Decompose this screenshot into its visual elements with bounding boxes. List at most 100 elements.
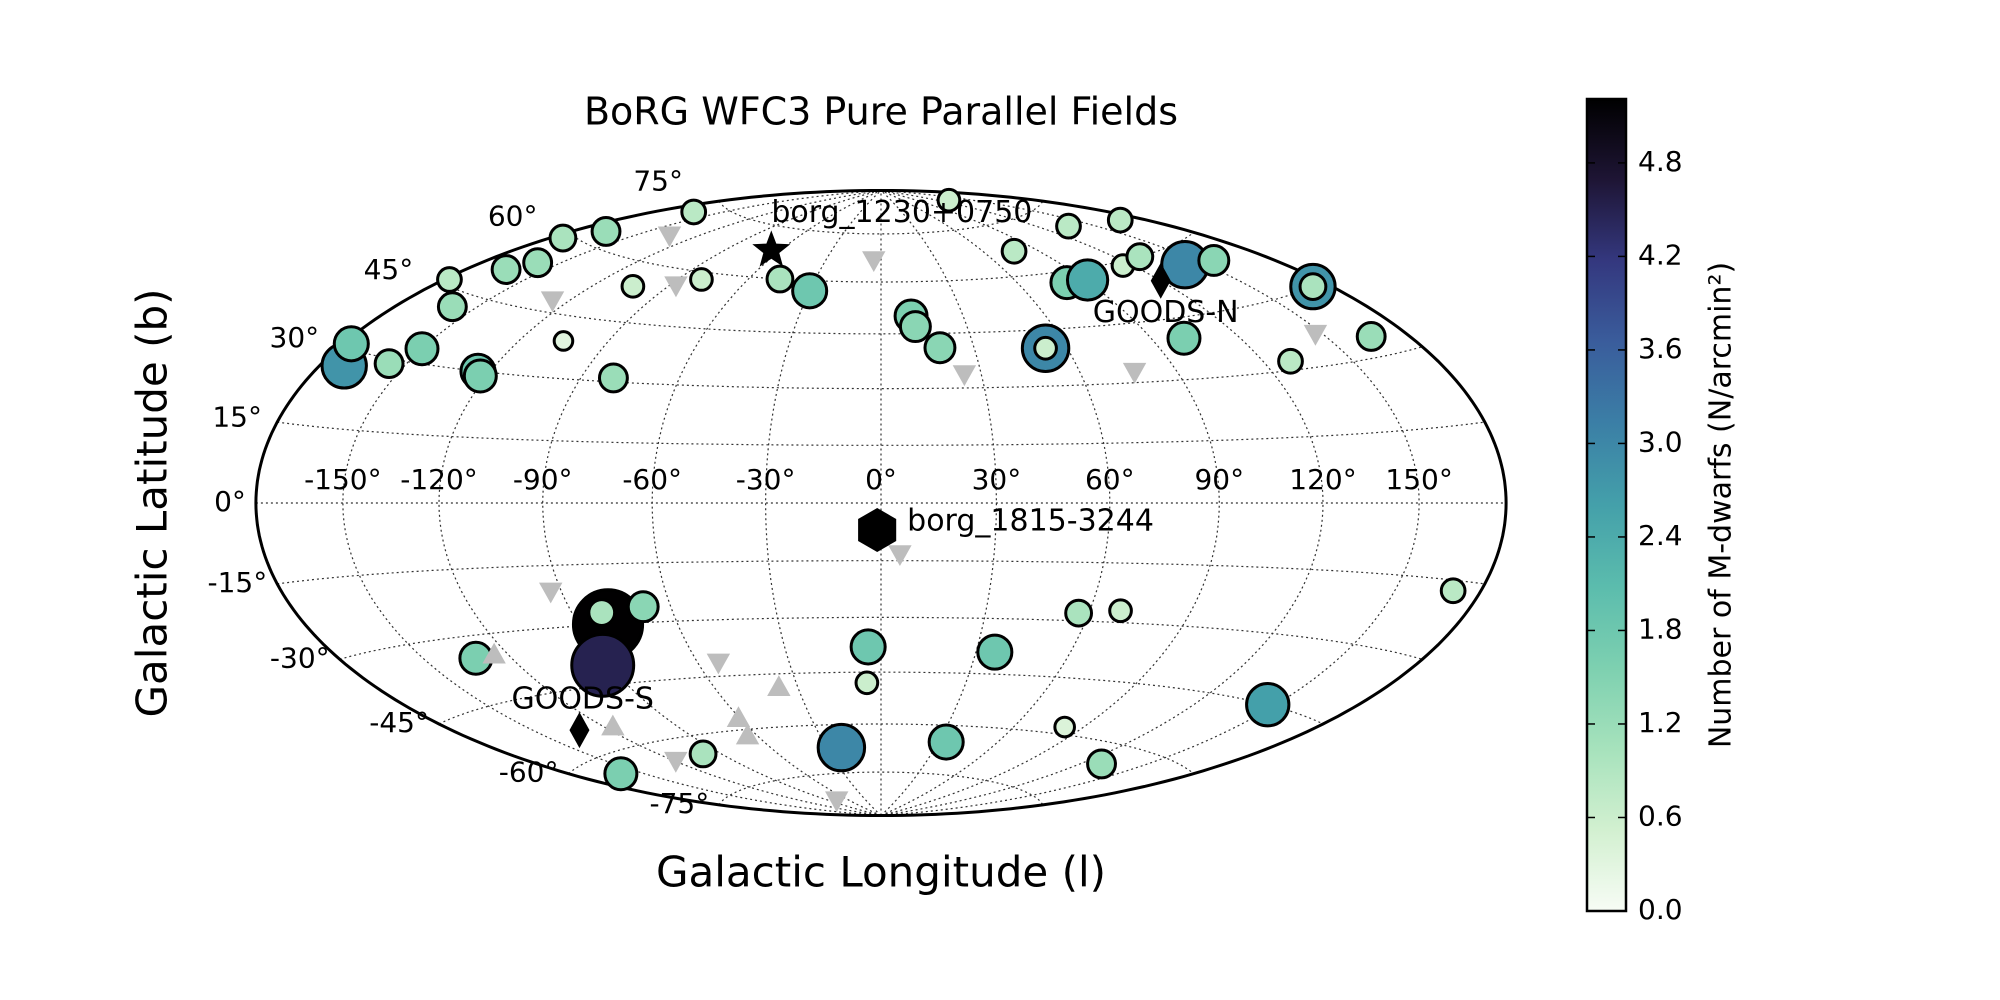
y-tick-label: 45° [364,253,414,286]
gray-triangle [664,751,688,773]
field-point [1108,598,1133,624]
colorbar-label: Number of M-dwarfs (N/arcmin²) [1704,262,1739,748]
gray-triangle [601,714,625,736]
colorbar-tick-label: 1.2 [1638,706,1683,739]
field-point [404,331,440,367]
field-point [462,358,498,394]
gray-triangle [706,653,731,675]
field-point [490,254,522,285]
field-point [791,272,829,310]
colorbar-tick-label: 4.2 [1638,238,1683,271]
annotation-label: GOODS-S [511,682,654,717]
x-tick-label: 0° [865,463,897,496]
field-point [1277,347,1304,375]
field-point [332,325,370,363]
gray-triangle [1303,324,1328,346]
map-boundary [254,189,1508,817]
grid-line [880,189,1111,817]
x-tick-label: -60° [622,463,682,496]
field-point [1355,321,1387,352]
field-point [923,331,957,365]
field-point [436,266,463,293]
field-point [1298,272,1328,302]
x-tick-label: 120° [1289,463,1356,496]
field-point [1053,715,1076,739]
field-point [936,187,962,213]
x-tick-label: -120° [400,463,478,496]
grid-line [880,189,1420,817]
grid-line [339,346,1423,390]
field-point [436,291,468,323]
field-point [1033,335,1058,361]
field-point [626,590,660,624]
field-point [1106,206,1134,234]
field-point [765,264,795,294]
field-point [1086,748,1117,780]
field-point [587,598,617,627]
colorbar [1585,97,1628,913]
y-tick-label: -15° [207,566,267,599]
field-point [548,223,578,253]
gray-triangle [539,582,563,604]
field-point [688,739,718,769]
y-tick-label: 75° [633,164,683,197]
y-tick-label: 0° [214,485,246,518]
colorbar-tick-label: 3.0 [1638,425,1683,458]
y-tick-label: -45° [369,706,429,739]
x-tick-label: 60° [1085,463,1135,496]
field-point [1000,237,1028,265]
y-axis-label: Galactic Latitude (b) [128,288,177,717]
field-point [620,273,646,299]
colorbar-tick-label: 4.8 [1638,145,1683,178]
field-point [522,247,554,279]
gray-triangle [540,291,565,313]
gray-triangle [825,791,849,813]
colorbar-tick-label: 2.4 [1638,519,1683,552]
x-tick-label: -30° [736,463,796,496]
gray-triangle [657,226,682,248]
gray-triangle [862,251,886,273]
field-point [1065,258,1110,302]
field-point [680,198,708,226]
field-point [1055,212,1082,240]
colorbar-tick-label: 3.6 [1638,332,1683,365]
annotation-label: GOODS-N [1093,295,1239,330]
grid-line [342,189,882,817]
annotation-label: borg_1815-3244 [907,503,1154,538]
field-point [597,362,629,394]
annotation-label: borg_1230+0750 [771,195,1032,230]
colorbar-tick-label: 0.0 [1638,893,1683,926]
gray-triangle [952,365,977,387]
y-tick-label: 15° [212,400,262,433]
grid-line [718,200,1044,235]
gray-triangle [1122,362,1147,384]
annotation-marker [569,712,590,749]
field-point [1064,598,1094,628]
x-tick-label: -150° [304,463,382,496]
chart-title: BoRG WFC3 Pure Parallel Fields [584,90,1178,134]
gray-triangle [726,706,751,728]
y-tick-label: 60° [488,199,538,232]
field-point [570,632,636,698]
gray-triangle [735,723,760,745]
field-point [590,215,622,247]
y-tick-label: 30° [270,321,320,354]
field-point [1245,682,1291,728]
field-point [1125,242,1155,272]
annotation-marker [752,230,791,267]
field-point [849,628,887,666]
field-point [373,348,405,380]
x-tick-label: 150° [1385,463,1452,496]
x-tick-label: -90° [513,463,573,496]
field-point [854,670,880,696]
field-point [976,633,1014,671]
grid-line [718,771,1044,806]
gray-triangle [767,675,791,696]
field-point [927,723,965,761]
field-point [898,310,932,344]
field-point [1439,577,1467,605]
field-point [816,722,867,773]
grid-line [880,190,998,816]
x-tick-label: 90° [1194,463,1244,496]
grid-line [568,231,1194,283]
